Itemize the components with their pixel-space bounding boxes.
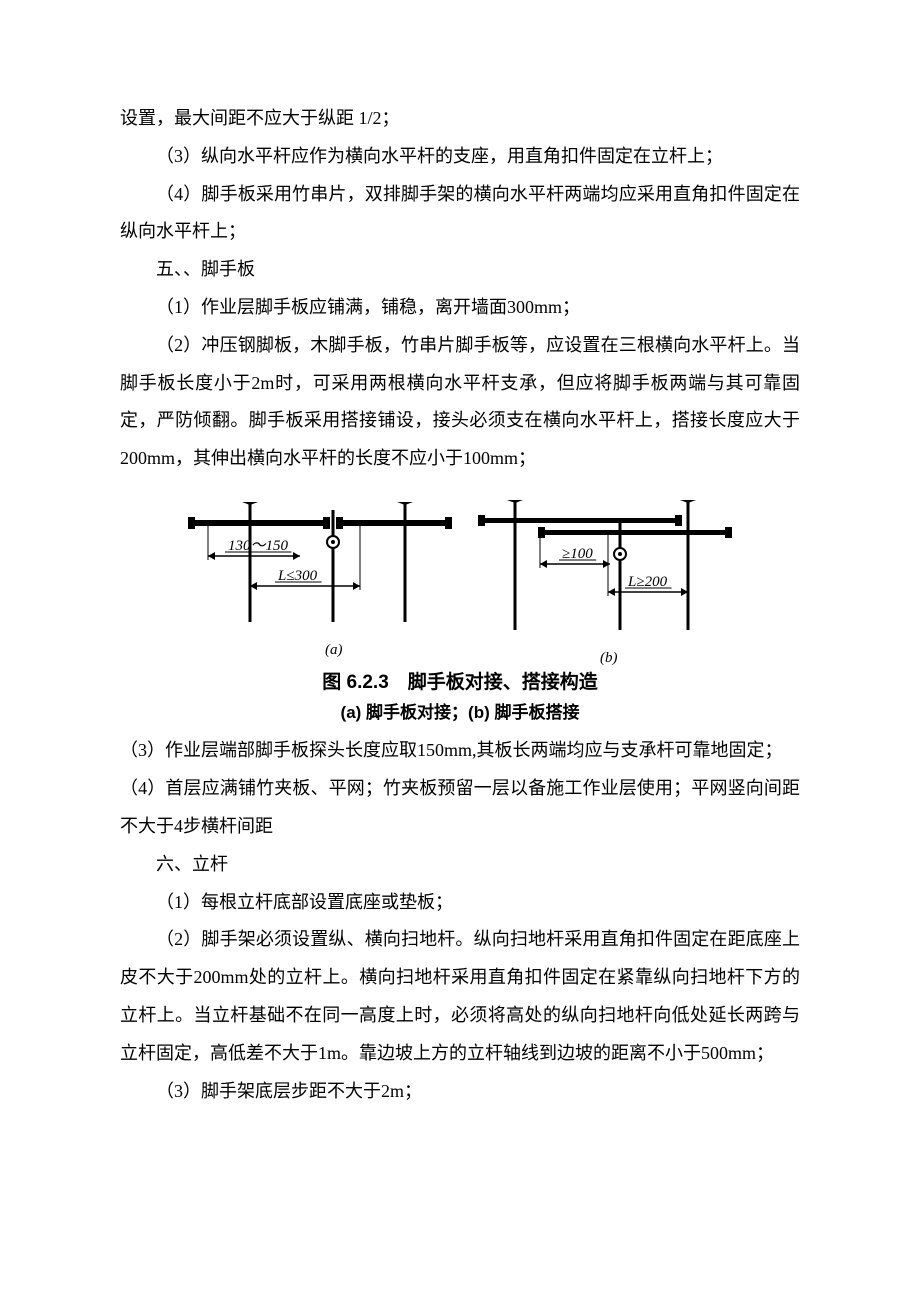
svg-text:(a): (a) <box>325 642 343 658</box>
para-6-3: （3）脚手架底层步距不大于2m； <box>120 1073 800 1111</box>
figure-subcaption: (a) 脚手板对接；(b) 脚手板搭接 <box>341 699 580 726</box>
para-prev-spacing: 设置，最大间距不应大于纵距 1/2； <box>120 100 800 138</box>
para-5-3: （3）作业层端部脚手板探头长度应取150mm,其板长两端均应与支承杆可靠地固定； <box>120 732 800 770</box>
para-6-2: （2）脚手架必须设置纵、横向扫地杆。纵向扫地杆采用直角扣件固定在距底座上皮不大于… <box>120 921 800 1072</box>
figure-caption: 图 6.2.3 脚手板对接、搭接构造 <box>322 667 598 699</box>
svg-text:(b): (b) <box>600 650 618 666</box>
heading-5-scaffold-board: 五、、脚手板 <box>120 251 800 289</box>
para-6-1: （1）每根立杆底部设置底座或垫板； <box>120 884 800 922</box>
para-5-4: （4）首层应满铺竹夹板、平网；竹夹板预留一层以备施工作业层使用；平网竖向间距不大… <box>120 770 800 846</box>
para-5-2: （2）冲压钢脚板，木脚手板，竹串片脚手板等，应设置在三根横向水平杆上。当脚手板长… <box>120 327 800 478</box>
figure-diagram: 130～150L≤300(a)≥100L≥200(b) <box>180 492 740 667</box>
heading-6-upright: 六、立杆 <box>120 846 800 884</box>
para-item-4-scaffold-board: （4）脚手板采用竹串片，双排脚手架的横向水平杆两端均应采用直角扣件固定在纵向水平… <box>120 176 800 252</box>
figure-6-2-3: 130～150L≤300(a)≥100L≥200(b) 图 6.2.3 脚手板对… <box>120 492 800 726</box>
para-5-1: （1）作业层脚手板应铺满，铺稳，离开墙面300mm； <box>120 289 800 327</box>
para-item-3-longitudinal: （3）纵向水平杆应作为横向水平杆的支座，用直角扣件固定在立杆上； <box>120 138 800 176</box>
